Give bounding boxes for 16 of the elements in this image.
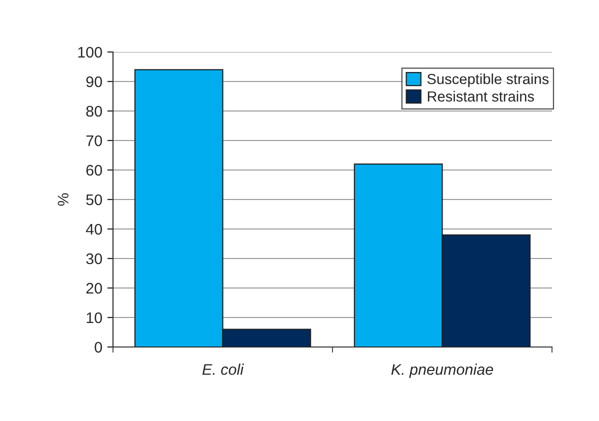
y-tick-label: 50	[86, 194, 102, 206]
x-tick-label: E. coli	[202, 364, 244, 375]
x-tick-label: K. pneumoniae	[391, 364, 494, 378]
y-tick-label: 70	[86, 135, 102, 146]
y-tick-label: 0	[94, 342, 102, 353]
y-tick-label: 40	[86, 224, 102, 235]
y-tick-label: 30	[86, 253, 102, 264]
legend-label: Susceptible strains	[427, 73, 549, 88]
y-tick-label: 60	[86, 164, 102, 176]
y-tick-label: 100	[78, 46, 102, 58]
y-tick-label: 10	[86, 312, 102, 324]
legend-label: Resistant strains	[428, 90, 534, 102]
y-tick-label: 20	[86, 282, 102, 294]
y-tick-label: 90	[86, 76, 102, 88]
y-axis-title: %	[58, 193, 68, 206]
y-tick-label: 80	[86, 106, 102, 117]
